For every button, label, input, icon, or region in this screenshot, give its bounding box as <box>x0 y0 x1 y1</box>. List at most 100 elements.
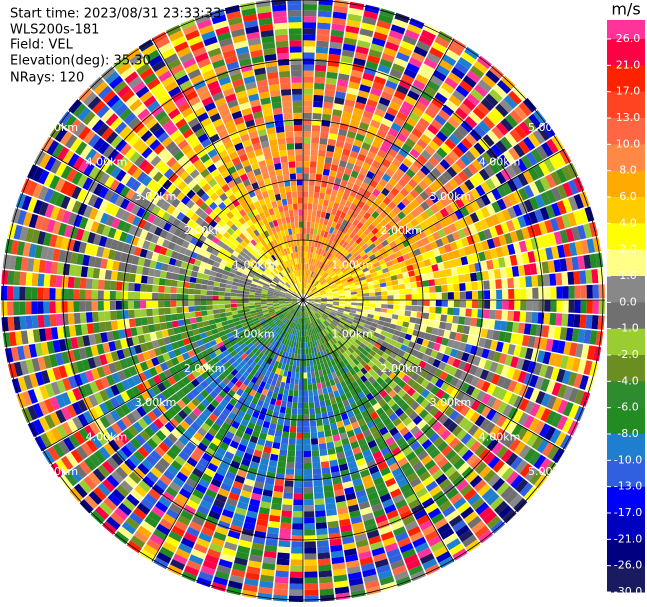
radar-gate <box>443 330 451 339</box>
radar-gate <box>165 359 174 369</box>
radar-gate <box>224 541 238 551</box>
radar-gate <box>490 144 503 157</box>
radar-gate <box>513 498 528 513</box>
radar-gate <box>221 456 232 466</box>
radar-gate <box>72 348 82 361</box>
radar-gate <box>339 231 346 240</box>
radar-gate <box>372 450 383 460</box>
radar-gate <box>260 568 275 577</box>
radar-gate <box>304 305 307 312</box>
radar-gate <box>329 459 339 467</box>
radar-gate <box>309 300 316 302</box>
radar-gate <box>429 485 442 497</box>
radar-gate <box>351 300 358 303</box>
radar-gate <box>66 198 77 212</box>
radar-gate <box>307 264 311 271</box>
radar-gate <box>377 441 388 451</box>
radar-gate <box>131 255 140 265</box>
radar-gate <box>545 204 556 219</box>
radar-gate <box>402 338 411 347</box>
radar-gate <box>32 258 41 273</box>
radar-gate <box>515 334 524 346</box>
radar-gate <box>400 344 408 352</box>
radar-gate <box>146 538 162 552</box>
radar-gate <box>291 529 303 536</box>
radar-gate <box>317 431 325 439</box>
radar-gate <box>292 316 296 323</box>
radar-gate <box>266 300 273 302</box>
radar-gate <box>398 46 413 57</box>
radar-gate <box>256 311 263 315</box>
radar-gate <box>142 351 151 361</box>
radar-gate <box>312 265 316 272</box>
radar-gate <box>432 151 444 163</box>
radar-gate <box>367 329 375 336</box>
radar-gate <box>278 322 284 329</box>
radar-gate <box>284 364 290 371</box>
radar-gate <box>309 329 313 336</box>
radar-gate <box>79 372 89 385</box>
radar-gate <box>116 484 130 498</box>
radar-gate <box>298 396 303 403</box>
radar-gate <box>275 570 289 578</box>
radar-gate <box>326 508 338 517</box>
radar-gate <box>319 400 326 408</box>
radar-gate <box>229 268 237 275</box>
radar-gate <box>130 437 142 450</box>
radar-gate <box>299 317 302 325</box>
radar-gate <box>98 446 111 460</box>
radar-gate <box>324 251 330 259</box>
radar-gate <box>292 523 303 530</box>
radar-gate <box>345 261 352 268</box>
radar-gate <box>347 396 356 405</box>
radar-gate <box>350 440 360 450</box>
radar-gate <box>250 492 262 501</box>
radar-gate <box>489 361 499 373</box>
radar-gate <box>434 36 450 49</box>
radar-gate <box>382 138 393 148</box>
radar-gate <box>523 323 532 335</box>
radar-gate <box>536 235 545 249</box>
radar-gate <box>496 289 503 299</box>
radar-gate <box>313 327 318 334</box>
radar-gate <box>114 182 126 195</box>
radar-gate <box>586 300 593 314</box>
radar-gate <box>61 288 68 300</box>
radar-gate <box>331 264 337 270</box>
radar-gate <box>305 239 309 246</box>
radar-gate <box>39 153 52 169</box>
radar-gate <box>433 221 443 231</box>
radar-gate <box>178 542 193 554</box>
radar-gate <box>43 355 53 369</box>
radar-gate <box>329 41 343 50</box>
radar-gate <box>93 391 104 405</box>
radar-gate <box>378 525 392 536</box>
radar-gate <box>339 432 348 440</box>
radar-gate <box>351 260 359 267</box>
radar-gate <box>471 497 485 511</box>
radar-gate <box>315 300 322 302</box>
radar-gate <box>349 415 358 424</box>
radar-gate <box>277 374 283 382</box>
radar-gate <box>224 292 231 297</box>
radar-gate <box>310 264 315 272</box>
radar-gate <box>115 291 123 300</box>
radar-gate <box>26 257 35 272</box>
radar-gate <box>286 358 291 365</box>
radar-gate <box>401 197 411 207</box>
radar-gate <box>311 322 316 329</box>
radar-gate <box>424 428 436 439</box>
radar-gate <box>118 502 132 516</box>
radar-gate <box>356 308 363 313</box>
radar-gate <box>539 337 548 351</box>
radar-gate <box>348 375 356 384</box>
radar-gate <box>156 208 166 219</box>
radar-gate <box>439 126 452 138</box>
radar-gate <box>167 376 177 386</box>
radar-gate <box>523 184 535 199</box>
radar-gate <box>327 252 333 260</box>
radar-gate <box>244 314 252 319</box>
radar-gate <box>182 306 189 313</box>
radar-gate <box>273 594 288 602</box>
radar-gate <box>260 303 268 307</box>
